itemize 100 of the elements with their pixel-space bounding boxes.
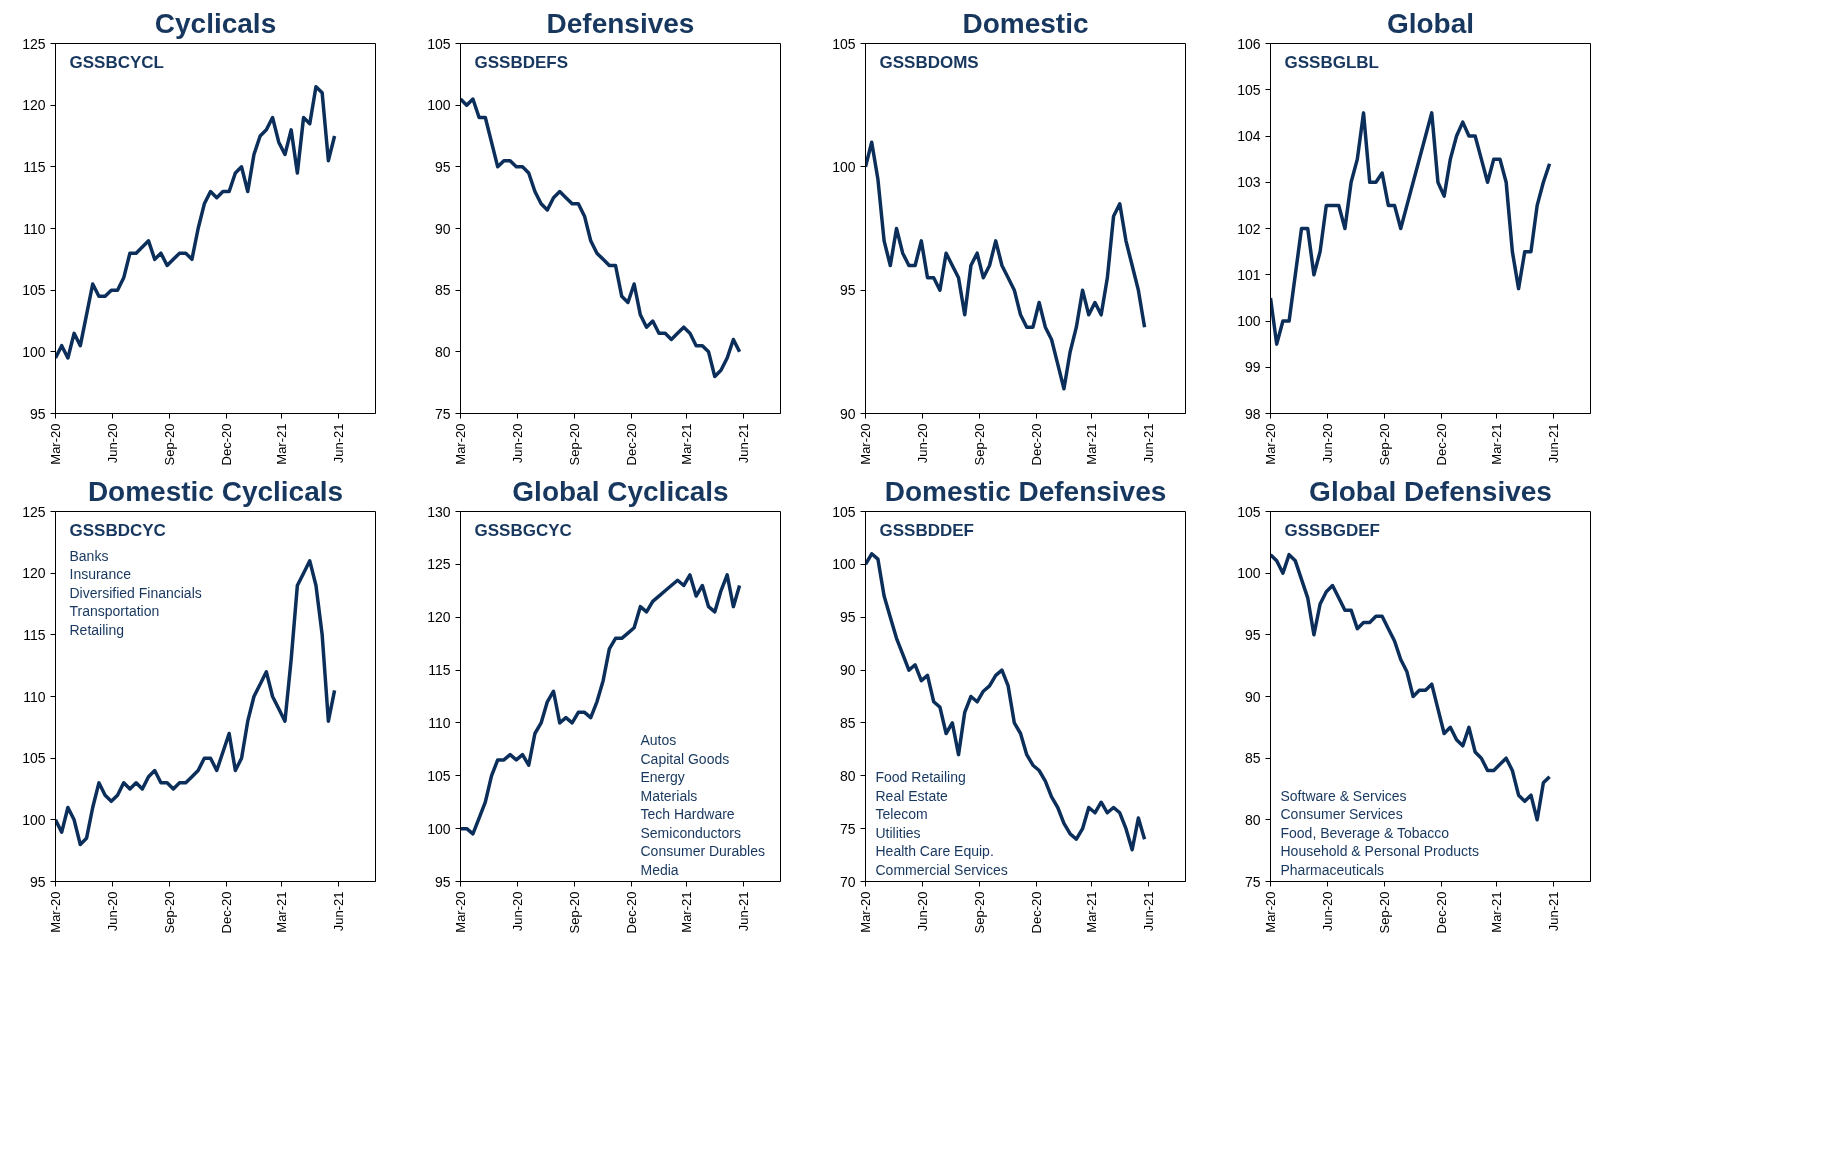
y-tick-label: 105 xyxy=(427,767,451,784)
y-tick-label: 80 xyxy=(1244,811,1261,828)
y-tick-label: 98 xyxy=(1244,405,1261,422)
y-tick-label: 100 xyxy=(832,158,856,175)
x-tick-label: Jun-21 xyxy=(736,423,752,464)
annotation: Insurance xyxy=(69,566,132,582)
x-tick-label: Mar-20 xyxy=(858,423,873,465)
y-tick-label: 105 xyxy=(1237,81,1261,98)
x-tick-label: Mar-21 xyxy=(274,891,290,933)
y-tick-label: 110 xyxy=(428,714,451,731)
annotation: GSSBDOMS xyxy=(879,52,979,72)
chart-title: Domestic xyxy=(962,7,1089,39)
y-tick-label: 115 xyxy=(23,626,46,643)
y-tick-label: 95 xyxy=(839,609,856,626)
y-tick-label: 125 xyxy=(427,556,451,573)
x-tick-label: Mar-21 xyxy=(1084,423,1100,465)
annotation: GSSBDEFS xyxy=(474,52,569,72)
y-tick-label: 95 xyxy=(434,873,451,890)
annotation: GSSBDCYC xyxy=(69,520,166,540)
annotation: GSSBGDEF xyxy=(1284,520,1380,540)
x-tick-label: Mar-20 xyxy=(48,423,63,465)
x-tick-label: Sep-20 xyxy=(162,423,178,466)
x-tick-label: Mar-20 xyxy=(453,891,468,933)
x-tick-label: Jun-20 xyxy=(105,891,121,932)
annotation: Capital Goods xyxy=(640,750,730,767)
y-tick-label: 105 xyxy=(1237,503,1261,520)
annotation: Consumer Services xyxy=(1280,806,1403,822)
chart-title: Domestic Defensives xyxy=(884,475,1167,507)
y-tick-label: 110 xyxy=(23,220,46,237)
x-tick-label: Sep-20 xyxy=(567,423,583,466)
x-tick-label: Mar-20 xyxy=(858,891,873,933)
annotation: Food Retailing xyxy=(875,769,966,785)
x-tick-label: Jun-20 xyxy=(915,423,931,464)
y-tick-label: 100 xyxy=(1237,565,1261,582)
y-tick-label: 90 xyxy=(839,405,856,422)
x-tick-label: Dec-20 xyxy=(218,891,234,934)
x-tick-label: Jun-21 xyxy=(331,891,347,932)
x-tick-label: Jun-20 xyxy=(510,423,526,464)
y-tick-label: 90 xyxy=(1244,688,1261,705)
x-tick-label: Mar-20 xyxy=(1263,423,1278,465)
x-tick-label: Sep-20 xyxy=(1377,423,1393,466)
annotation: GSSBGLBL xyxy=(1284,52,1379,72)
x-tick-label: Mar-21 xyxy=(679,891,695,933)
y-tick-label: 100 xyxy=(427,97,451,114)
y-tick-label: 99 xyxy=(1244,359,1261,376)
y-tick-label: 120 xyxy=(22,565,46,582)
annotation: Telecom xyxy=(875,806,928,822)
x-tick-label: Jun-20 xyxy=(1320,891,1336,932)
x-tick-label: Sep-20 xyxy=(972,423,988,466)
y-tick-label: 105 xyxy=(427,35,451,52)
x-tick-label: Mar-21 xyxy=(1489,423,1505,465)
y-tick-label: 80 xyxy=(434,343,451,360)
y-tick-label: 95 xyxy=(29,405,46,422)
annotation: Commercial Services xyxy=(875,861,1008,878)
x-tick-label: Mar-20 xyxy=(1263,891,1278,933)
x-tick-label: Dec-20 xyxy=(1433,423,1449,466)
x-tick-label: Jun-21 xyxy=(1546,891,1562,932)
y-tick-label: 110 xyxy=(23,688,46,705)
y-tick-label: 102 xyxy=(1237,220,1261,237)
annotation: GSSBCYCL xyxy=(69,52,164,72)
chart-title: Global Defensives xyxy=(1309,475,1552,507)
y-tick-label: 100 xyxy=(832,556,856,573)
x-tick-label: Sep-20 xyxy=(972,891,988,934)
annotation: Health Care Equip. xyxy=(875,843,994,859)
y-tick-label: 103 xyxy=(1237,174,1261,191)
annotation: Consumer Durables xyxy=(640,843,765,859)
annotation: Household & Personal Products xyxy=(1280,843,1479,859)
chart-title: Domestic Cyclicals xyxy=(87,475,344,507)
y-tick-label: 90 xyxy=(839,662,856,679)
x-tick-label: Jun-21 xyxy=(736,891,752,932)
y-tick-label: 130 xyxy=(427,503,451,520)
y-tick-label: 125 xyxy=(22,503,46,520)
x-tick-label: Dec-20 xyxy=(623,891,639,934)
x-tick-label: Jun-20 xyxy=(915,891,931,932)
x-tick-label: Sep-20 xyxy=(162,891,178,934)
y-tick-label: 125 xyxy=(22,35,46,52)
annotation: Real Estate xyxy=(875,787,949,804)
y-tick-label: 75 xyxy=(1244,873,1261,890)
y-tick-label: 75 xyxy=(434,405,451,422)
annotation: Autos xyxy=(640,732,677,748)
x-tick-label: Mar-21 xyxy=(1489,891,1505,933)
x-tick-label: Jun-21 xyxy=(331,423,347,464)
chart-title: Cyclicals xyxy=(154,7,277,39)
y-tick-label: 90 xyxy=(434,220,451,237)
y-tick-label: 120 xyxy=(427,609,451,626)
annotation: Pharmaceuticals xyxy=(1280,861,1384,878)
y-tick-label: 70 xyxy=(839,873,856,890)
chart-title: Defensives xyxy=(546,7,695,39)
annotation: Transportation xyxy=(69,603,160,619)
x-tick-label: Jun-20 xyxy=(510,891,526,932)
y-tick-label: 85 xyxy=(839,714,856,731)
x-tick-label: Mar-20 xyxy=(453,423,468,465)
y-tick-label: 95 xyxy=(839,282,856,299)
x-tick-label: Jun-21 xyxy=(1141,423,1157,464)
y-tick-label: 95 xyxy=(1244,626,1261,643)
chart-title: Global xyxy=(1386,7,1475,39)
y-tick-label: 80 xyxy=(839,767,856,784)
x-tick-label: Dec-20 xyxy=(1028,423,1044,466)
x-tick-label: Mar-21 xyxy=(679,423,695,465)
annotation: Tech Hardware xyxy=(640,806,735,822)
